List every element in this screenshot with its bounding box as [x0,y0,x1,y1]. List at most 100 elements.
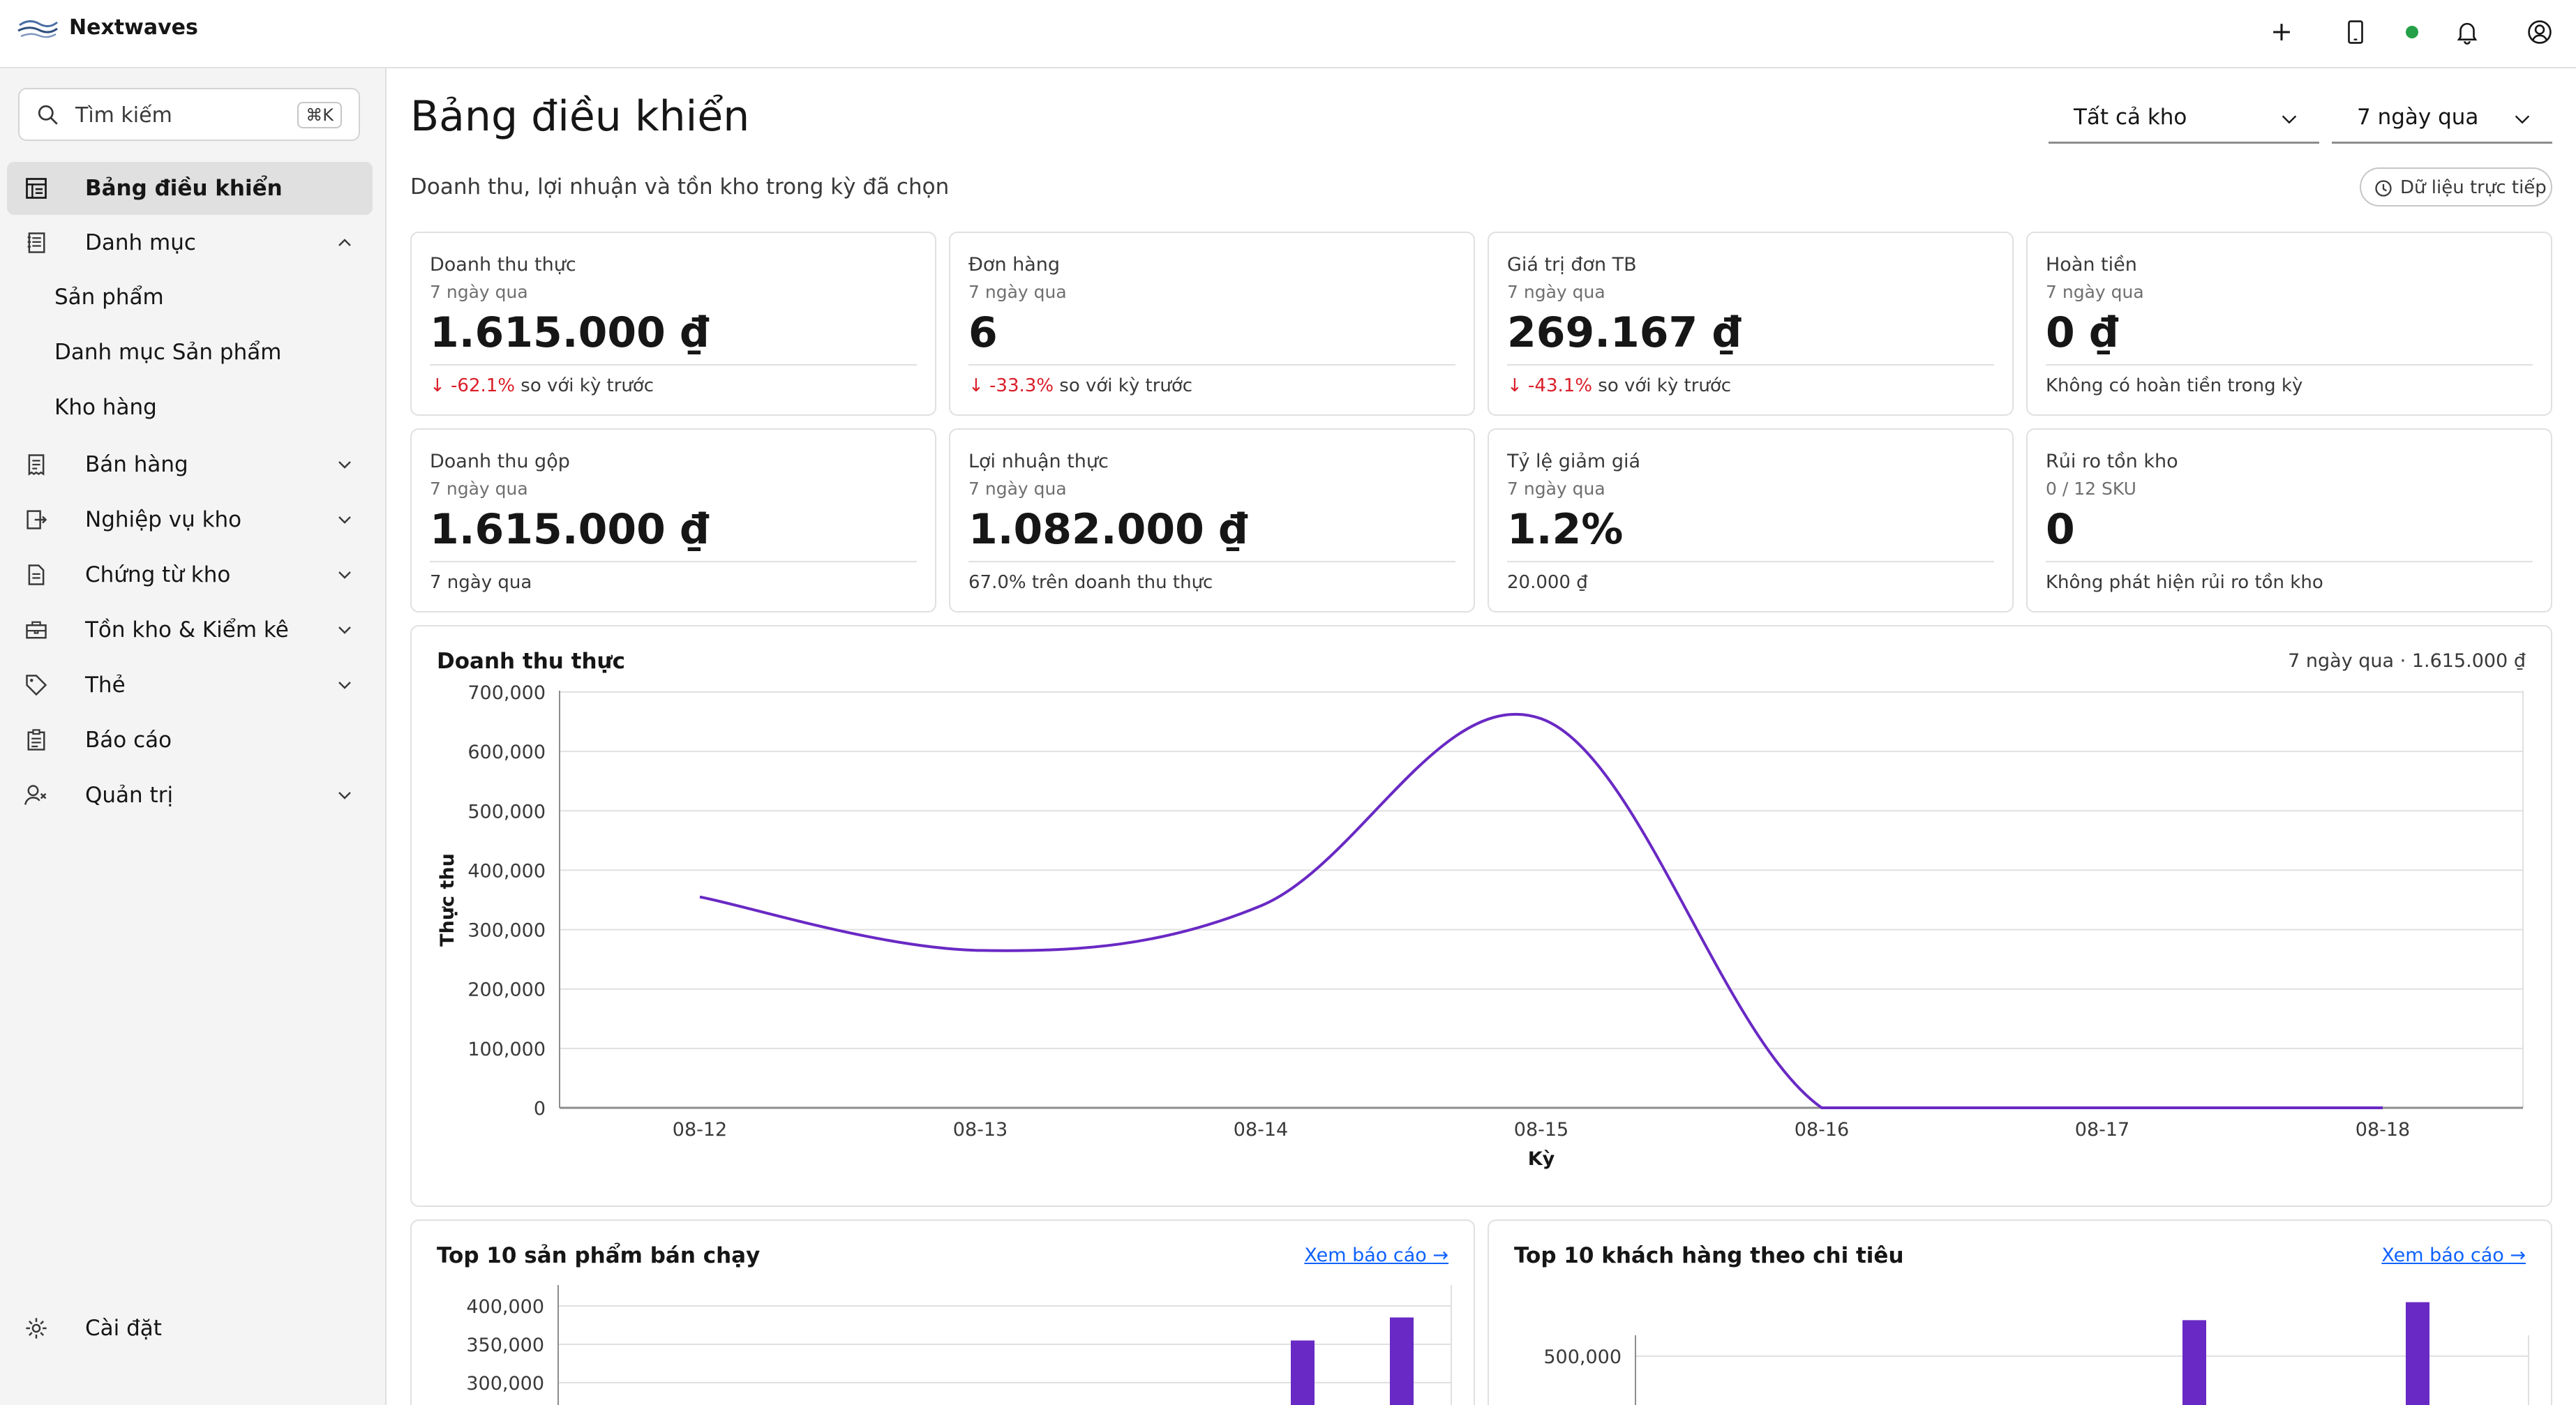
plus-icon[interactable] [2266,17,2297,47]
sidebar-item-warehouse-documents[interactable]: Chứng từ kho [7,548,373,601]
kpi-delta: ↓ -62.1% [430,375,516,396]
inventory-icon [24,617,49,643]
sidebar-item-label: Quản trị [85,783,174,808]
x-tick-label: 08-14 [1234,1119,1288,1141]
x-tick-label: 08-16 [1795,1119,1849,1141]
kpi-period: 7 ngày qua [1507,282,1605,302]
chevron-down-icon[interactable] [334,453,356,476]
chevron-down-icon [2282,115,2297,124]
kpi-card-net-profit: Lợi nhuận thực 7 ngày qua 1.082.000 ₫ 67… [949,428,1475,613]
sidebar: Tìm kiếm ⌘K Bảng điều khiển Danh mục Sản… [0,68,387,1405]
kpi-card-net-revenue: Doanh thu thực 7 ngày qua 1.615.000 ₫ ↓ … [410,232,936,416]
chevron-down-icon[interactable] [334,564,356,586]
receipt-icon [24,452,49,477]
y-tick-label: 700,000 [467,682,546,704]
kpi-title: Doanh thu thực [430,254,576,276]
kpi-divider [430,561,917,562]
x-tick-label: 08-13 [953,1119,1008,1141]
chart-meta: 7 ngày qua · 1.615.000 ₫ [2288,650,2526,672]
sidebar-subitem-product-categories[interactable]: Danh mục Sản phẩm [54,340,282,365]
sidebar-item-reports[interactable]: Báo cáo [7,714,373,767]
clock-icon [2375,180,2392,197]
view-report-link[interactable]: Xem báo cáo → [1304,1245,1448,1266]
kpi-period: 7 ngày qua [430,479,528,499]
report-icon [24,728,49,753]
x-axis-label: Kỳ [1528,1148,1555,1170]
sidebar-item-catalog[interactable]: Danh mục [7,216,373,269]
tag-icon [24,673,49,698]
x-tick-label: 08-18 [2356,1119,2410,1141]
kpi-comparison: so với kỳ trước [515,375,654,396]
kpi-period: 7 ngày qua [430,282,528,302]
warehouse-select[interactable]: Tất cả kho [2049,92,2319,144]
sidebar-item-dashboard[interactable]: Bảng điều khiển [7,162,373,215]
kpi-divider [1507,364,1994,366]
top-bar: Nextwaves [0,0,2576,68]
search-shortcut-badge: ⌘K [297,102,342,128]
sidebar-item-settings[interactable]: Cài đặt [7,1302,373,1355]
y-tick-label: 400,000 [467,860,546,882]
search-placeholder: Tìm kiếm [75,103,172,128]
kpi-title: Tỷ lệ giảm giá [1507,451,1641,472]
kpi-card-gross-revenue: Doanh thu gộp 7 ngày qua 1.615.000 ₫ 7 n… [410,428,936,613]
y-tick-label: 500,000 [467,801,546,822]
kpi-period: 7 ngày qua [2046,282,2144,302]
search-input[interactable]: Tìm kiếm ⌘K [18,88,360,141]
kpi-period: 7 ngày qua [968,282,1067,302]
top-products-bar-chart: 400,000 350,000 300,000 [466,1285,1452,1405]
tablet-icon[interactable] [2340,17,2371,47]
period-select-value: 7 ngày qua [2357,105,2479,130]
sidebar-item-label: Báo cáo [85,728,172,753]
search-icon [38,105,58,125]
brand-name[interactable]: Nextwaves [69,15,198,40]
live-data-button[interactable]: Dữ liệu trực tiếp [2360,167,2552,206]
bell-icon[interactable] [2452,17,2483,47]
sidebar-item-label: Bảng điều khiển [85,176,283,201]
kpi-divider [2046,561,2533,562]
sidebar-item-tags[interactable]: Thẻ [7,659,373,712]
chevron-down-icon[interactable] [334,619,356,641]
y-tick-label: 300,000 [467,920,546,942]
panel-title: Top 10 sản phẩm bán chạy [437,1243,761,1268]
document-icon [24,562,49,587]
y-tick-label: 300,000 [466,1373,544,1395]
kpi-title: Doanh thu gộp [430,451,570,472]
revenue-chart-panel: Doanh thu thực 7 ngày qua · 1.615.000 ₫ … [410,625,2552,1207]
warehouse-select-value: Tất cả kho [2074,105,2187,130]
brand-logo-icon[interactable] [17,15,59,43]
kpi-title: Lợi nhuận thực [968,451,1109,472]
y-tick-label: 0 [534,1098,546,1120]
sidebar-item-warehouse-ops[interactable]: Nghiệp vụ kho [7,493,373,546]
kpi-divider [968,561,1455,562]
view-report-link[interactable]: Xem báo cáo → [2381,1245,2526,1266]
chevron-down-icon[interactable] [334,784,356,806]
sidebar-item-inventory[interactable]: Tồn kho & Kiểm kê [7,603,373,656]
kpi-value: 1.615.000 ₫ [430,505,710,554]
kpi-card-discount-rate: Tỷ lệ giảm giá 7 ngày qua 1.2% 20.000 ₫ [1488,428,2014,613]
y-tick-label: 400,000 [466,1296,544,1318]
kpi-footer: 20.000 ₫ [1507,572,1588,593]
period-select[interactable]: 7 ngày qua [2332,92,2552,144]
sidebar-subitem-warehouses[interactable]: Kho hàng [54,395,157,420]
user-avatar-icon[interactable] [2524,17,2555,47]
kpi-divider [430,364,917,366]
chevron-down-icon[interactable] [334,674,356,696]
sidebar-item-sales[interactable]: Bán hàng [7,438,373,491]
y-tick-label: 200,000 [467,979,546,1001]
status-online-dot [2406,26,2418,38]
sidebar-item-label: Danh mục [85,230,196,255]
sidebar-item-admin[interactable]: Quản trị [7,769,373,822]
chevron-down-icon[interactable] [334,509,356,531]
top-customers-panel: Top 10 khách hàng theo chi tiêu Xem báo … [1488,1219,2552,1405]
bar [1390,1317,1414,1405]
sidebar-subitem-products[interactable]: Sản phẩm [54,285,164,310]
top-products-panel: Top 10 sản phẩm bán chạy Xem báo cáo → 4… [410,1219,1475,1405]
kpi-title: Rủi ro tồn kho [2046,451,2178,472]
kpi-delta: ↓ -33.3% [968,375,1054,396]
sidebar-item-label: Thẻ [85,673,126,698]
chevron-up-icon[interactable] [334,232,356,254]
sidebar-item-label: Bán hàng [85,452,188,477]
y-tick-label: 500,000 [1543,1346,1622,1368]
kpi-comparison: so với kỳ trước [1054,375,1193,396]
kpi-card-refunds: Hoàn tiền 7 ngày qua 0 ₫ Không có hoàn t… [2026,232,2552,416]
